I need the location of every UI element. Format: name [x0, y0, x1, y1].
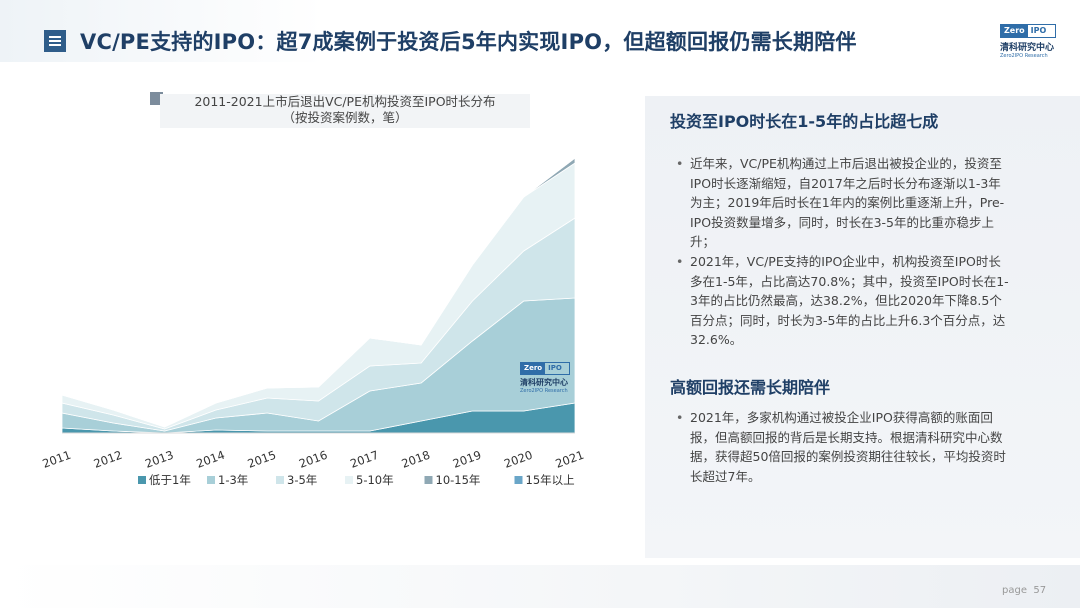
- page-title: VC/PE支持的IPO：超7成案例于投资后5年内实现IPO，但超额回报仍需长期陪…: [80, 30, 857, 54]
- chart-title-marker: [150, 92, 163, 105]
- legend-swatch: [424, 476, 433, 484]
- x-tick-label: 2016: [297, 448, 329, 471]
- footer-band: [0, 565, 1080, 608]
- legend-label: 低于1年: [149, 473, 191, 487]
- x-tick-label: 2020: [502, 448, 534, 471]
- x-tick-label: 2017: [348, 448, 380, 471]
- brand-logo: Zero IPO 清科研究中心 Zero2IPO Research: [1000, 24, 1062, 60]
- watermark-name-en: Zero2IPO Research: [520, 388, 568, 394]
- x-tick-label: 2019: [451, 448, 483, 471]
- section2-bullet: 2021年，多家机构通过被投企业IPO获得高额的账面回报，但高额回报的背后是长期…: [676, 408, 1011, 486]
- page-number: page 57: [1002, 585, 1046, 596]
- logo-name-cn: 清科研究中心: [1000, 43, 1055, 53]
- x-tick-label: 2018: [400, 448, 432, 471]
- menu-icon: [44, 30, 66, 52]
- chart-title: 2011-2021上市后退出VC/PE机构投资至IPO时长分布: [194, 94, 496, 109]
- legend-swatch: [345, 476, 353, 484]
- chart-title-box: 2011-2021上市后退出VC/PE机构投资至IPO时长分布 （按投资案例数，…: [160, 94, 530, 128]
- legend-label: 1-3年: [218, 473, 248, 487]
- x-tick-label: 2012: [92, 448, 124, 471]
- area-series-5: [61, 157, 576, 428]
- x-tick-label: 2014: [194, 448, 226, 471]
- logo-name-en: Zero2IPO Research: [1000, 53, 1048, 59]
- section1-bullet: 近年来，VC/PE机构通过上市后退出被投企业的，投资至IPO时长逐渐缩短，自20…: [676, 154, 1011, 252]
- watermark-name-cn: 清科研究中心: [520, 378, 568, 387]
- x-tick-label: 2021: [553, 448, 585, 471]
- x-tick-label: 2011: [40, 448, 72, 471]
- legend-label: 15年以上: [526, 473, 575, 487]
- x-tick-label: 2013: [143, 448, 175, 471]
- legend-label: 3-5年: [287, 473, 317, 487]
- section1-title: 投资至IPO时长在1-5年的占比超七成: [670, 112, 939, 131]
- watermark-box-left: Zero: [521, 363, 546, 374]
- legend-swatch: [207, 476, 215, 484]
- section1-bullet: 2021年，VC/PE支持的IPO企业中，机构投资至IPO时长多在1-5年，占比…: [676, 252, 1011, 350]
- page-number-value: 57: [1033, 585, 1047, 596]
- legend-swatch: [138, 476, 146, 484]
- logo-box-left: Zero: [1001, 25, 1028, 37]
- legend-label: 5-10年: [356, 473, 394, 487]
- x-tick-label: 2015: [246, 448, 278, 471]
- legend-swatch: [276, 476, 284, 484]
- page-label: page: [1002, 585, 1027, 596]
- section1-bullets: 近年来，VC/PE机构通过上市后退出被投企业的，投资至IPO时长逐渐缩短，自20…: [676, 154, 1011, 350]
- section2-title: 高额回报还需长期陪伴: [670, 378, 831, 397]
- section2-bullets: 2021年，多家机构通过被投企业IPO获得高额的账面回报，但高额回报的背后是长期…: [676, 408, 1011, 486]
- stacked-area-chart: 2011 2012 2013 2014 2015 2016 2017 2018 2019 2020…: [40, 157, 586, 487]
- legend-swatch: [514, 476, 523, 484]
- logo-box-right: IPO: [1030, 26, 1047, 35]
- chart-subtitle: （按投资案例数，笔）: [282, 110, 408, 125]
- legend-label: 10-15年: [436, 473, 481, 487]
- header-band: [0, 0, 1080, 62]
- watermark-box-right: IPO: [548, 364, 562, 372]
- chart-watermark-logo: Zero IPO 清科研究中心 Zero2IPO Research: [520, 362, 576, 394]
